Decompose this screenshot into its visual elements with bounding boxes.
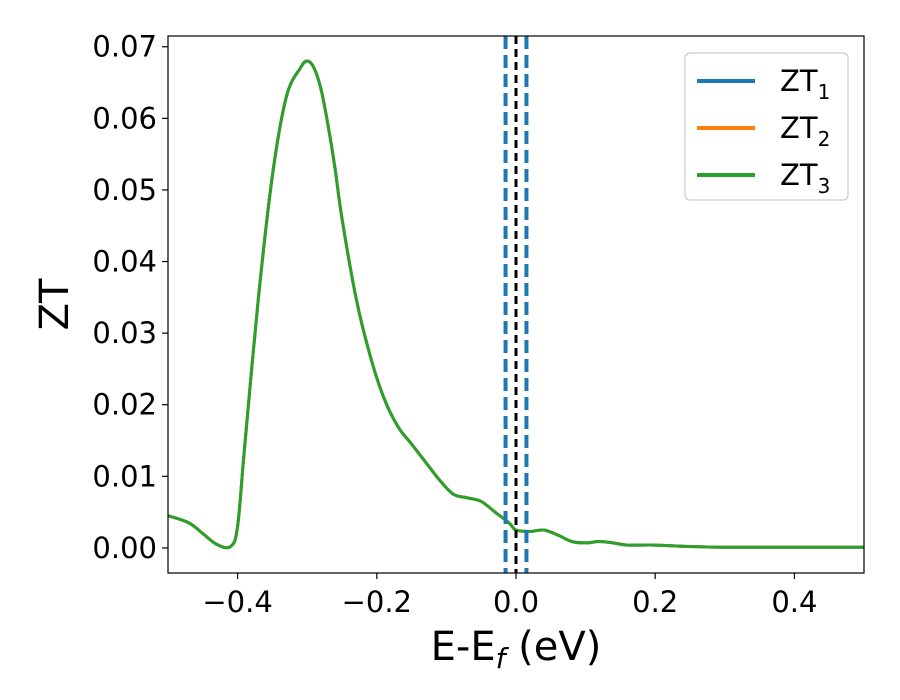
y-tick-label: 0.06 [92,101,157,135]
series-group [168,36,864,573]
y-tick-label: 0.01 [92,459,157,493]
y-axis-title: ZT [32,278,78,330]
x-tick-label: 0.4 [771,585,817,619]
legend-label: ZT2 [780,111,830,151]
legend-label: ZT1 [780,64,830,104]
x-tick-label: 0.0 [493,585,539,619]
y-tick-label: 0.05 [92,173,157,207]
x-tick-label: −0.2 [342,585,412,619]
series-line-zt3 [168,59,864,550]
y-tick-label: 0.04 [92,245,157,279]
y-tick-label: 0.00 [92,531,157,565]
y-tick-label: 0.03 [92,316,157,350]
x-tick-label: −0.4 [202,585,272,619]
y-axis-ticks: 0.00 0.01 0.02 0.03 0.04 0.05 0.06 0.07 [92,30,168,565]
x-axis-title: E-Ef (eV) [431,624,602,675]
y-tick-label: 0.02 [92,388,157,422]
x-tick-label: 0.2 [632,585,678,619]
y-tick-label: 0.07 [92,30,157,64]
legend-label: ZT3 [780,158,830,198]
plot-area [167,35,865,574]
x-axis-ticks: −0.4 −0.2 0.0 0.2 0.4 [202,573,817,619]
legend: ZT1 ZT2 ZT3 [684,52,849,201]
legend-box [684,52,849,201]
